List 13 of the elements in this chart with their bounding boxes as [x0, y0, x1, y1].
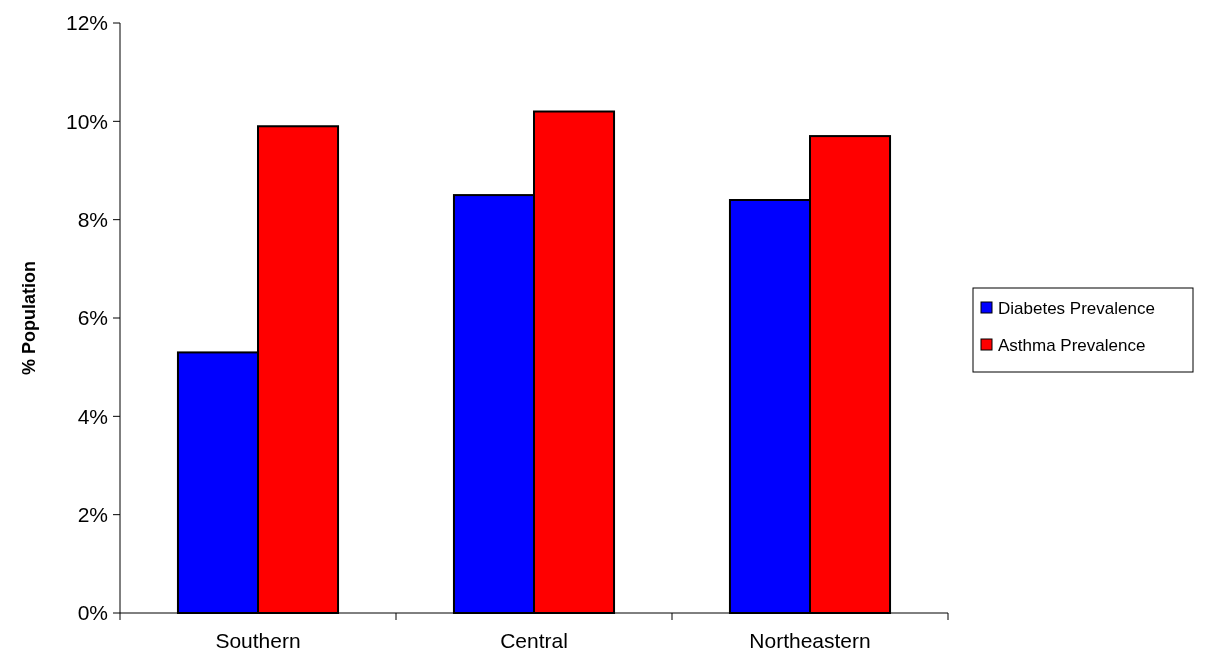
y-tick-label: 8%: [77, 208, 108, 232]
y-tick-label: 2%: [77, 503, 108, 527]
x-tick-label: Southern: [215, 629, 301, 652]
y-tick-label: 10%: [65, 109, 108, 133]
y-tick-label: 0%: [77, 601, 108, 625]
x-tick-label: Northeastern: [749, 629, 871, 652]
y-tick-label: 12%: [65, 11, 108, 35]
y-tick-label: 6%: [77, 306, 108, 330]
y-axis-title: % Population: [19, 261, 39, 375]
y-tick-label: 4%: [77, 404, 108, 428]
legend-label: Asthma Prevalence: [998, 335, 1146, 355]
legend-label: Diabetes Prevalence: [998, 298, 1155, 318]
x-tick-label: Central: [500, 629, 568, 652]
